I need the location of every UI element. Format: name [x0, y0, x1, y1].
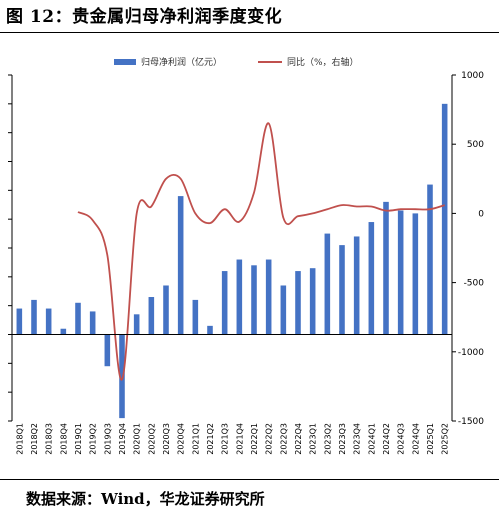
x-tick-label: 2019Q4: [118, 423, 127, 455]
right-axis-tick-label: 500: [467, 140, 484, 150]
x-tick-label: 2018Q3: [45, 423, 54, 455]
right-axis-tick-label: 1000: [461, 71, 484, 81]
chart-svg: -1500 -1000 -500 0 500 1000 2018Q1 2018Q2 2018Q3…: [8, 56, 485, 455]
bar-2019Q1: [75, 302, 81, 335]
bar-2020Q4: [177, 196, 184, 335]
right-axis-tick-label: -500: [464, 279, 485, 289]
x-tick-label: 2019Q2: [89, 423, 98, 455]
bar-2024Q4: [412, 213, 419, 335]
bar-2022Q3: [280, 285, 287, 335]
bar-2023Q1: [309, 268, 316, 335]
bar-2019Q4: [119, 334, 125, 419]
legend-swatch-bars: [114, 59, 136, 65]
yoy-line: [77, 122, 445, 381]
source-rule: [0, 479, 499, 480]
bar-2020Q3: [163, 285, 169, 335]
bar-2018Q2: [31, 299, 37, 335]
title-rule: [0, 32, 499, 33]
x-tick-label: 2021Q2: [206, 423, 215, 455]
bar-2019Q3: [104, 334, 111, 367]
bar-2020Q1: [133, 314, 140, 335]
x-tick-label: 2023Q1: [309, 423, 318, 455]
right-axis-tick-label: -1000: [458, 348, 484, 358]
bar-2020Q2: [148, 297, 155, 335]
bar-2021Q2: [207, 325, 213, 335]
bar-2025Q2: [441, 103, 448, 335]
x-tick-label: 2021Q1: [191, 423, 200, 455]
chart-title: 图 12：贵金属归母净利润季度变化: [6, 7, 283, 27]
x-tick-label: 2025Q1: [426, 423, 435, 455]
x-tick-label: 2022Q2: [265, 423, 274, 455]
x-tick-label: 2020Q4: [177, 423, 186, 455]
x-tick-label: 2023Q3: [338, 423, 347, 455]
x-tick-label: 2019Q3: [103, 423, 112, 455]
bar-2021Q3: [221, 271, 228, 335]
bar-2024Q3: [397, 210, 404, 335]
x-tick-label: 2018Q2: [30, 423, 39, 455]
bar-2021Q4: [236, 259, 243, 335]
bar-2021Q1: [192, 299, 199, 335]
x-tick-label: 2021Q3: [221, 423, 230, 455]
legend-label-line: 同比（%，右轴）: [287, 56, 359, 68]
bar-2023Q3: [339, 245, 345, 335]
right-axis-tick-label: -1500: [458, 417, 484, 427]
x-tick-label: 2023Q2: [323, 423, 332, 455]
x-tick-label: 2025Q2: [441, 423, 450, 455]
bar-2024Q1: [368, 222, 375, 335]
x-tick-label: 2024Q1: [367, 423, 376, 455]
legend-label-bars: 归母净利润（亿元）: [141, 56, 222, 68]
right-axis-tick-label: 0: [478, 209, 484, 219]
bar-2023Q4: [353, 236, 360, 335]
x-tick-label: 2022Q4: [294, 423, 303, 455]
x-tick-label: 2024Q2: [382, 423, 391, 455]
bar-2024Q2: [383, 201, 389, 335]
bar-2018Q3: [45, 308, 52, 335]
x-tick-label: 2018Q1: [15, 423, 24, 455]
x-tick-label: 2019Q1: [74, 423, 83, 455]
bar-2023Q2: [324, 233, 331, 335]
x-tick-label: 2020Q3: [162, 423, 171, 455]
x-tick-label: 2022Q1: [250, 423, 259, 455]
bar-2019Q2: [89, 311, 96, 335]
x-tick-label: 2021Q4: [235, 423, 244, 455]
bar-2022Q2: [265, 259, 272, 335]
bar-2022Q1: [251, 265, 257, 335]
bar-2022Q4: [295, 271, 301, 335]
bar-2025Q1: [427, 184, 433, 335]
x-tick-label: 2022Q3: [279, 423, 288, 455]
bar-2018Q1: [16, 308, 23, 335]
x-tick-label: 2024Q4: [411, 423, 420, 455]
x-tick-label: 2020Q1: [133, 423, 142, 455]
x-tick-label: 2018Q4: [59, 423, 68, 455]
bar-2018Q4: [60, 328, 67, 335]
source-note: 数据来源：Wind，华龙证券研究所: [26, 490, 265, 508]
x-tick-label: 2023Q4: [353, 423, 362, 455]
x-tick-label: 2024Q3: [397, 423, 406, 455]
x-tick-label: 2020Q2: [147, 423, 156, 455]
